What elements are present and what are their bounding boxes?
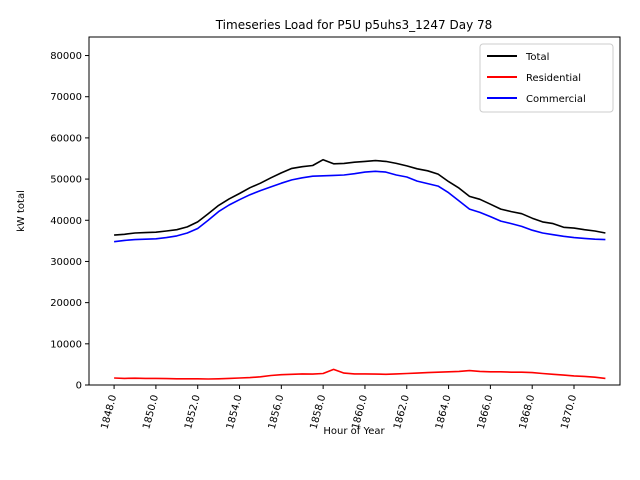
x-tick-label: 1848.0: [100, 394, 120, 431]
legend: Total Residential Commercial: [479, 43, 614, 113]
y-tick-label: 40000: [50, 216, 82, 227]
x-tick-label: 1860.0: [350, 394, 370, 431]
series-line-residential: [114, 368, 606, 380]
x-tick-label: 1858.0: [309, 394, 329, 431]
x-axis-title: Hour of Year: [323, 426, 385, 437]
y-axis-title: kW total: [16, 190, 27, 232]
y-tick-label: 50000: [50, 175, 82, 186]
y-tick-label: 0: [76, 381, 82, 392]
x-tick-label: 1854.0: [225, 394, 245, 431]
x-tick-label: 1850.0: [141, 394, 161, 431]
legend-label-total: Total: [525, 52, 549, 63]
x-tick-label: 1864.0: [434, 394, 454, 431]
plot-frame: [88, 36, 621, 386]
y-axis: 0 10000 20000 30000 40000 50000 60000 70000 8000…: [50, 51, 89, 392]
x-tick-label: 1868.0: [518, 394, 538, 431]
x-tick-label: 1852.0: [183, 394, 203, 431]
x-tick-label: 1862.0: [392, 394, 412, 431]
x-axis: 1848.0 1850.0 1852.0 1854.0 1856.0 1858.0 1860…: [100, 385, 579, 431]
series-lines: [114, 158, 606, 380]
x-tick-label: 1870.0: [559, 394, 579, 431]
series-line-total: [114, 158, 606, 236]
y-tick-label: 10000: [50, 339, 82, 350]
y-tick-label: 80000: [50, 51, 82, 62]
x-tick-label: 1856.0: [267, 394, 287, 431]
legend-label-residential: Residential: [526, 73, 581, 84]
x-tick-label: 1866.0: [476, 394, 496, 431]
y-tick-label: 60000: [50, 133, 82, 144]
legend-label-commercial: Commercial: [526, 94, 586, 105]
legend-box: [479, 43, 614, 113]
y-tick-label: 70000: [50, 92, 82, 103]
y-tick-label: 20000: [50, 298, 82, 309]
series-line-commercial: [114, 170, 606, 243]
y-tick-label: 30000: [50, 257, 82, 268]
chart-title: Timeseries Load for P5U p5uhs3_1247 Day …: [215, 18, 493, 32]
